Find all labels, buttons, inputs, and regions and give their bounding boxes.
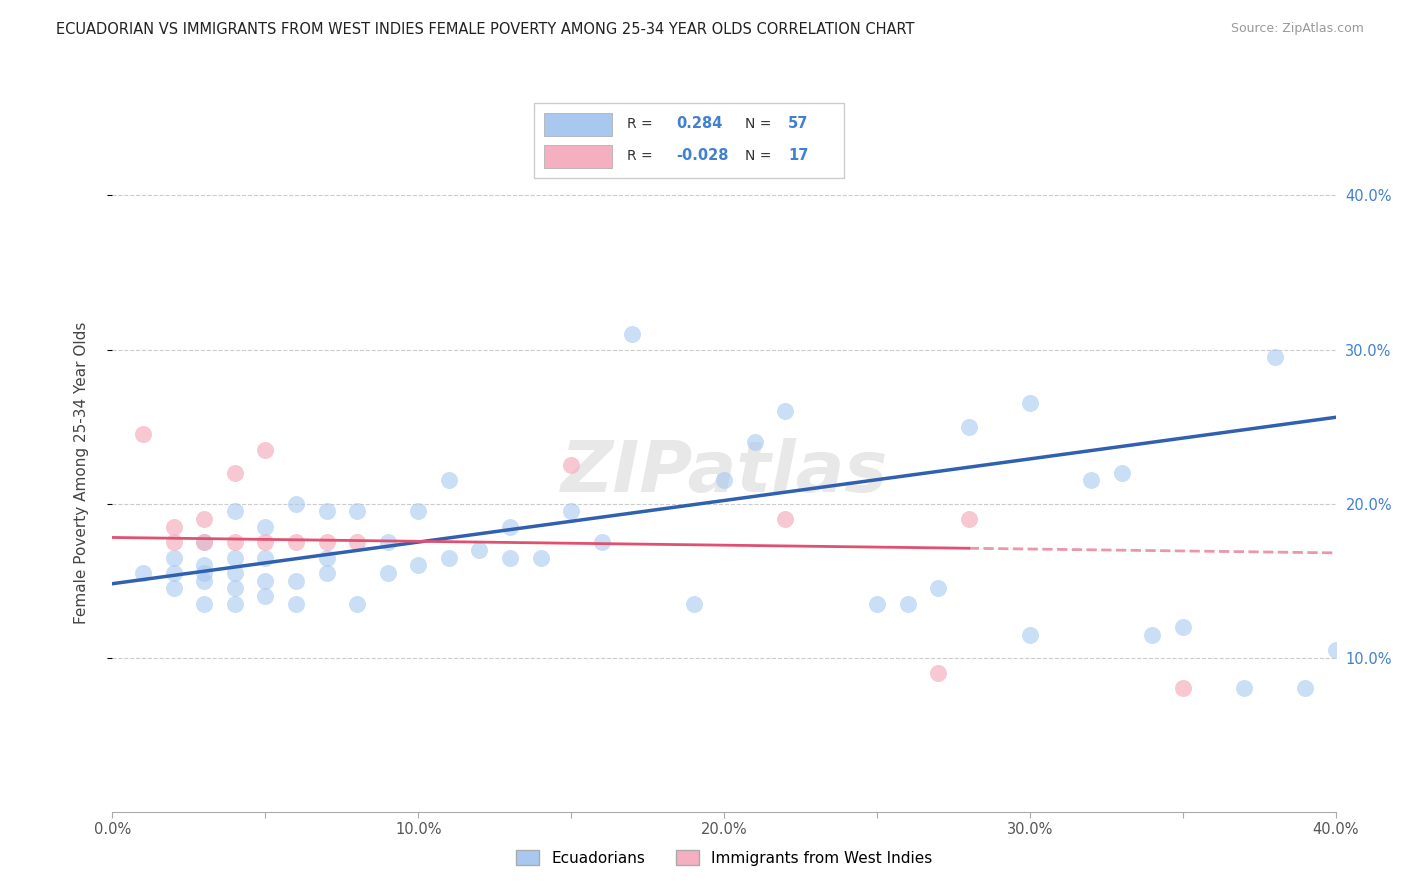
Point [315,566,337,580]
Point [193,597,215,611]
Bar [544,113,612,136]
Point [621,327,644,342]
Point [1018,396,1040,410]
Point [346,535,368,549]
Y-axis label: Female Poverty Among 25-34 Year Olds: Female Poverty Among 25-34 Year Olds [75,322,89,624]
Point [193,535,215,549]
Point [224,535,246,549]
Point [1080,474,1102,488]
Text: 17: 17 [787,148,808,163]
Point [254,535,277,549]
Text: 57: 57 [787,116,808,131]
Point [193,574,215,588]
Point [560,504,582,518]
Point [1294,681,1316,696]
Point [224,597,246,611]
Text: -0.028: -0.028 [676,148,730,163]
FancyBboxPatch shape [534,103,844,178]
Point [193,566,215,580]
Point [775,512,797,526]
Point [132,427,155,442]
Text: Source: ZipAtlas.com: Source: ZipAtlas.com [1230,22,1364,36]
Point [1171,620,1194,634]
Point [254,519,277,533]
Point [193,558,215,573]
Point [957,419,980,434]
Point [315,535,337,549]
Point [1171,681,1194,696]
Point [1233,681,1256,696]
Point [1142,627,1164,641]
Text: N =: N = [745,117,770,131]
Point [315,550,337,565]
Point [254,574,277,588]
Point [315,504,337,518]
Text: 0.284: 0.284 [676,116,723,131]
Point [591,535,613,549]
Point [224,504,246,518]
Point [284,535,308,549]
Point [193,535,215,549]
Point [284,497,308,511]
Point [927,582,949,596]
Point [224,466,246,480]
Point [377,535,399,549]
Point [408,558,430,573]
Text: N =: N = [745,149,770,162]
Text: ZIPatlas: ZIPatlas [561,438,887,508]
Point [163,519,186,533]
Point [254,550,277,565]
Point [437,550,460,565]
Point [1018,627,1040,641]
Text: R =: R = [627,117,652,131]
Point [499,519,522,533]
Point [163,535,186,549]
Point [193,512,215,526]
Point [284,597,308,611]
Point [957,512,980,526]
Legend: Ecuadorians, Immigrants from West Indies: Ecuadorians, Immigrants from West Indies [510,844,938,871]
Point [866,597,889,611]
Point [346,504,368,518]
Point [468,542,491,557]
Point [927,666,949,681]
Point [560,458,582,472]
Point [224,566,246,580]
Point [744,434,766,449]
Point [377,566,399,580]
Point [163,566,186,580]
Point [437,474,460,488]
Point [163,582,186,596]
Point [163,550,186,565]
Point [224,582,246,596]
Point [1324,643,1347,657]
Point [408,504,430,518]
Text: ECUADORIAN VS IMMIGRANTS FROM WEST INDIES FEMALE POVERTY AMONG 25-34 YEAR OLDS C: ECUADORIAN VS IMMIGRANTS FROM WEST INDIE… [56,22,915,37]
Point [284,574,308,588]
Bar [544,145,612,168]
Point [775,404,797,418]
Text: R =: R = [627,149,652,162]
Point [713,474,735,488]
Point [499,550,522,565]
Point [346,597,368,611]
Point [682,597,704,611]
Point [897,597,920,611]
Point [224,550,246,565]
Point [1111,466,1133,480]
Point [254,589,277,603]
Point [530,550,553,565]
Point [1264,350,1286,364]
Point [132,566,155,580]
Point [254,442,277,457]
